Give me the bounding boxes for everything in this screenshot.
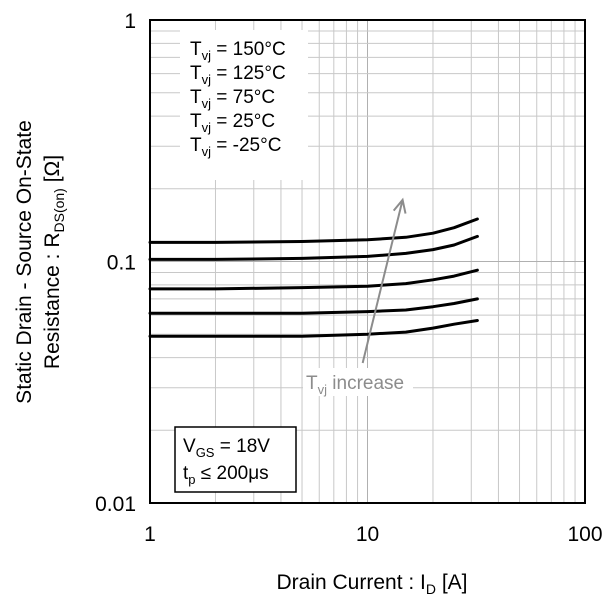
conditions-box: VGS = 18V tp ≤ 200μs [174,426,297,493]
x-tick-label: 100 [567,523,602,546]
annotation-arrow-head [392,197,407,214]
series-line-5 [148,319,479,338]
series-lines [148,217,479,338]
y-tick-label: 0.01 [95,493,136,516]
y-tick-label: 0.1 [107,252,136,275]
conditions-box-border [174,426,297,493]
y-tick-label: 1 [124,10,136,33]
x-tick-label: 1 [144,523,156,546]
series-line-2 [148,234,479,261]
annotation-label: Tvj increase [306,373,404,397]
legend-entry: Tvj = 75°C [190,87,275,111]
tick-labels: 1 10 100 0.01 0.1 1 [95,10,602,546]
annotation: Tvj increase [303,197,413,397]
legend-background [180,30,308,180]
plot-frame [149,19,586,504]
y-axis-title-line2: Resistance : RDS(on) [Ω] [41,155,67,369]
legend-entry: Tvj = -25°C [190,135,281,159]
annotation-arrow [361,199,404,364]
series-line-3 [148,268,479,291]
condition-tp: tp ≤ 200μs [183,463,269,487]
legend-entry: Tvj = 150°C [190,39,286,63]
y-axis-title-line1: Static Drain - Source On-State [13,120,36,404]
x-axis-title: Drain Current : ID [A] [276,571,467,597]
series-line-1 [148,217,479,244]
condition-vgs: VGS = 18V [183,436,270,460]
legend-entry: Tvj = 25°C [190,111,275,135]
x-tick-label: 10 [356,523,379,546]
annotation-label-background [303,368,413,396]
legend-entry: Tvj = 125°C [190,63,286,87]
series-line-4 [148,297,479,315]
